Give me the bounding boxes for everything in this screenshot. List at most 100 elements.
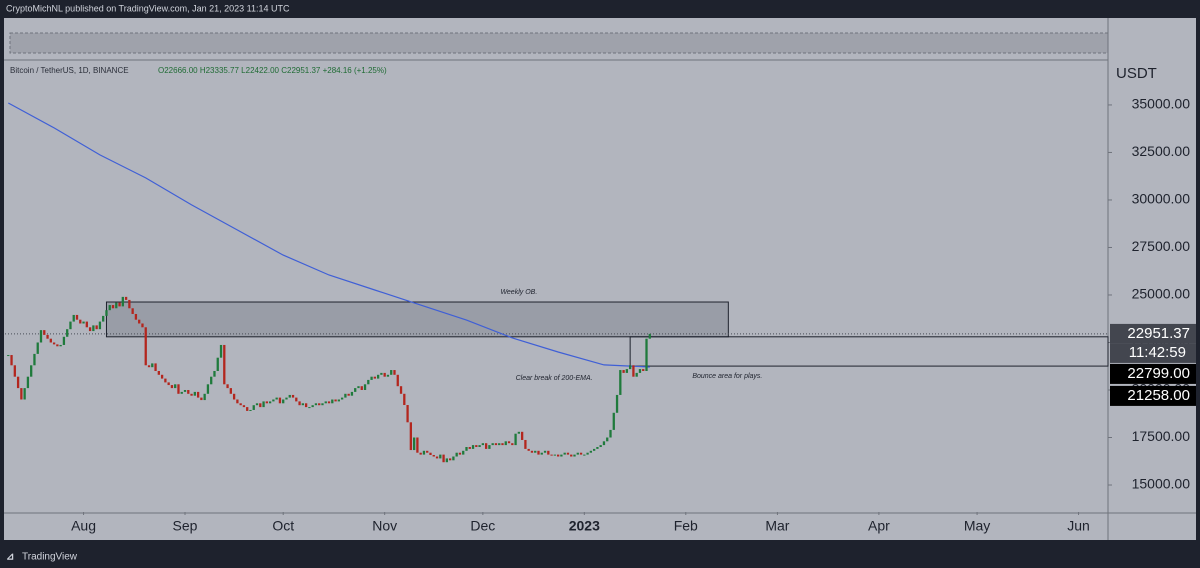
footer: TradingView	[22, 552, 78, 563]
candle	[501, 443, 504, 446]
candle	[540, 452, 543, 455]
candle	[177, 384, 180, 394]
candle	[167, 382, 170, 386]
candle	[242, 405, 246, 408]
header: CryptoMichNL published on TradingView.co…	[6, 3, 290, 13]
candle	[609, 429, 612, 438]
axis-unit: USDT	[1116, 65, 1157, 82]
candle	[340, 397, 344, 400]
candle	[229, 388, 232, 394]
candle	[75, 314, 79, 320]
candle	[56, 344, 59, 347]
candle	[498, 443, 501, 446]
candle	[118, 302, 121, 307]
candle	[396, 374, 399, 387]
zone-label: Bounce area for plays.	[692, 373, 762, 380]
candle	[560, 454, 563, 457]
candle	[347, 393, 350, 396]
candle	[33, 353, 36, 366]
candle	[635, 372, 638, 377]
candle	[128, 299, 131, 309]
candle	[448, 458, 452, 461]
candle	[583, 454, 586, 456]
candle	[268, 401, 272, 404]
candle	[26, 376, 30, 389]
countdown-box	[1110, 343, 1196, 363]
candle	[566, 452, 570, 455]
candle	[278, 397, 282, 404]
candle	[462, 450, 465, 455]
candle	[393, 370, 396, 375]
candle	[321, 403, 324, 406]
candle	[219, 344, 223, 358]
y-tick-label: 30000.00	[1132, 191, 1191, 207]
candle	[174, 384, 177, 389]
candle	[468, 447, 471, 449]
candle	[619, 370, 622, 395]
candle	[622, 370, 625, 373]
x-tick-label: Sep	[173, 518, 198, 534]
candle	[589, 450, 593, 453]
candle	[262, 401, 265, 408]
panel	[4, 18, 1196, 540]
x-tick-label: Nov	[372, 518, 397, 534]
candle	[308, 407, 311, 409]
candle	[543, 450, 547, 453]
rsi-band	[9, 32, 1109, 54]
candle	[324, 401, 327, 404]
candle	[475, 445, 478, 448]
x-tick-label: May	[964, 518, 990, 534]
candle	[236, 399, 239, 404]
candle	[488, 445, 491, 449]
candle	[82, 321, 85, 324]
symbol: Bitcoin / TetherUS, 1D, BINANCE	[10, 66, 129, 75]
candle	[628, 365, 632, 370]
y-tick-label: 25000.00	[1132, 286, 1191, 302]
candle	[596, 447, 599, 449]
candle	[30, 365, 33, 377]
y-tick-label: 27500.00	[1132, 238, 1191, 254]
x-tick-label: Mar	[765, 518, 789, 534]
candle	[23, 388, 26, 400]
candle	[206, 384, 210, 394]
price-label-box	[1110, 323, 1196, 344]
candle	[223, 344, 226, 385]
candle	[46, 334, 49, 339]
candle	[331, 399, 334, 404]
candle	[144, 327, 147, 366]
candle	[576, 452, 579, 455]
candle	[350, 391, 354, 396]
candle	[632, 365, 635, 377]
candle	[210, 376, 213, 385]
candle	[216, 357, 219, 371]
candle	[213, 370, 216, 377]
candle	[246, 407, 249, 411]
y-tick-label: 15000.00	[1132, 476, 1191, 492]
candle	[344, 393, 347, 398]
candle	[367, 379, 370, 385]
candle	[141, 323, 144, 328]
candle	[13, 365, 16, 377]
candle	[406, 405, 409, 423]
candle	[265, 401, 268, 404]
candle	[52, 342, 56, 345]
logo: ⊿	[6, 552, 14, 563]
candle	[530, 450, 534, 453]
x-tick-label: Dec	[470, 518, 495, 534]
candle	[458, 452, 462, 455]
candle	[124, 296, 128, 300]
candle	[592, 448, 596, 451]
candle	[445, 458, 449, 463]
candle	[435, 456, 439, 459]
candle	[357, 386, 360, 389]
candle	[95, 325, 98, 330]
candle	[85, 321, 88, 328]
candle	[311, 405, 314, 408]
y-tick-label: 17500.00	[1132, 428, 1191, 444]
candle	[383, 372, 386, 377]
candle	[7, 355, 10, 357]
candle	[298, 401, 301, 406]
candle	[288, 394, 291, 398]
candle	[193, 391, 196, 396]
